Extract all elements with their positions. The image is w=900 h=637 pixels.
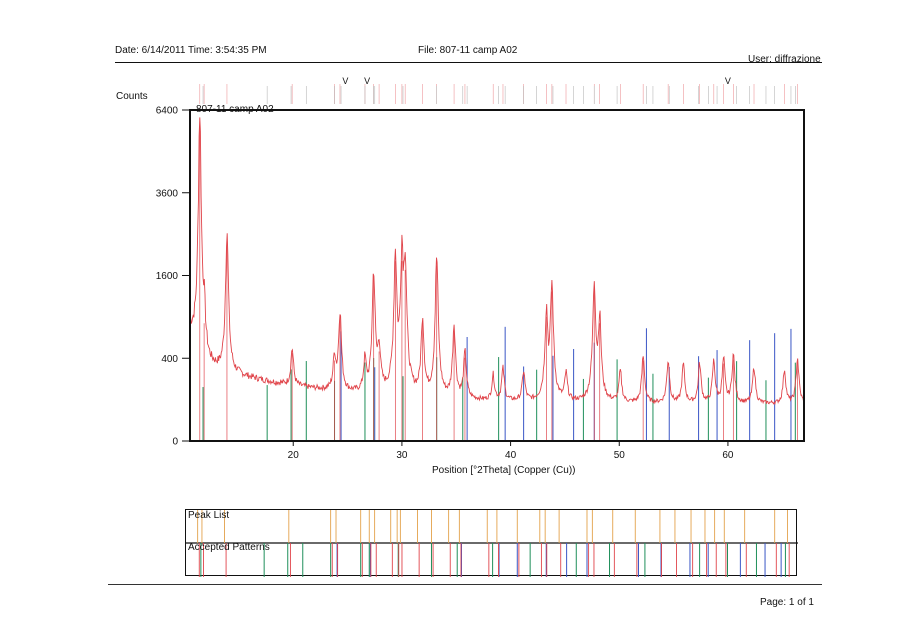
chart-title: 807-11 camp A02 <box>196 104 274 115</box>
y-axis-title: Counts <box>116 91 148 102</box>
page-number: Page: 1 of 1 <box>760 597 814 608</box>
y-tick-label: 1600 <box>156 271 179 282</box>
peak-list-panel: Peak List Accepted Patterns <box>185 509 798 577</box>
header-rule <box>115 62 822 63</box>
peak-marker: V <box>342 76 348 86</box>
x-tick-label: 60 <box>722 450 734 461</box>
x-axis-title: Position [°2Theta] (Copper (Cu)) <box>432 465 576 476</box>
y-tick-label: 6400 <box>156 106 179 117</box>
y-axis: 0 400 1600 3600 6400 <box>156 106 190 448</box>
footer-rule <box>108 584 822 585</box>
accepted-patterns-label: Accepted Patterns <box>188 542 270 553</box>
plot-frame <box>189 109 805 442</box>
x-axis: 20 30 40 50 60 <box>288 441 734 461</box>
report-file: File: 807-11 camp A02 <box>418 45 518 56</box>
peak-list-label: Peak List <box>188 510 230 521</box>
x-tick-label: 40 <box>505 450 517 461</box>
y-tick-label: 0 <box>172 437 178 448</box>
x-tick-label: 30 <box>396 450 408 461</box>
x-tick-label: 20 <box>288 450 300 461</box>
peak-marker: V <box>364 76 370 86</box>
reference-lines <box>199 126 798 441</box>
y-tick-label: 3600 <box>156 188 179 199</box>
diffraction-pattern-line <box>189 117 805 406</box>
peak-marker: V <box>725 76 731 86</box>
report-user: User: diffrazione <box>748 54 821 65</box>
x-tick-label: 50 <box>614 450 626 461</box>
peak-list-graphic <box>186 510 798 577</box>
y-tick-label: 400 <box>161 354 178 365</box>
report-date: Date: 6/14/2011 Time: 3:54:35 PM <box>115 45 267 56</box>
